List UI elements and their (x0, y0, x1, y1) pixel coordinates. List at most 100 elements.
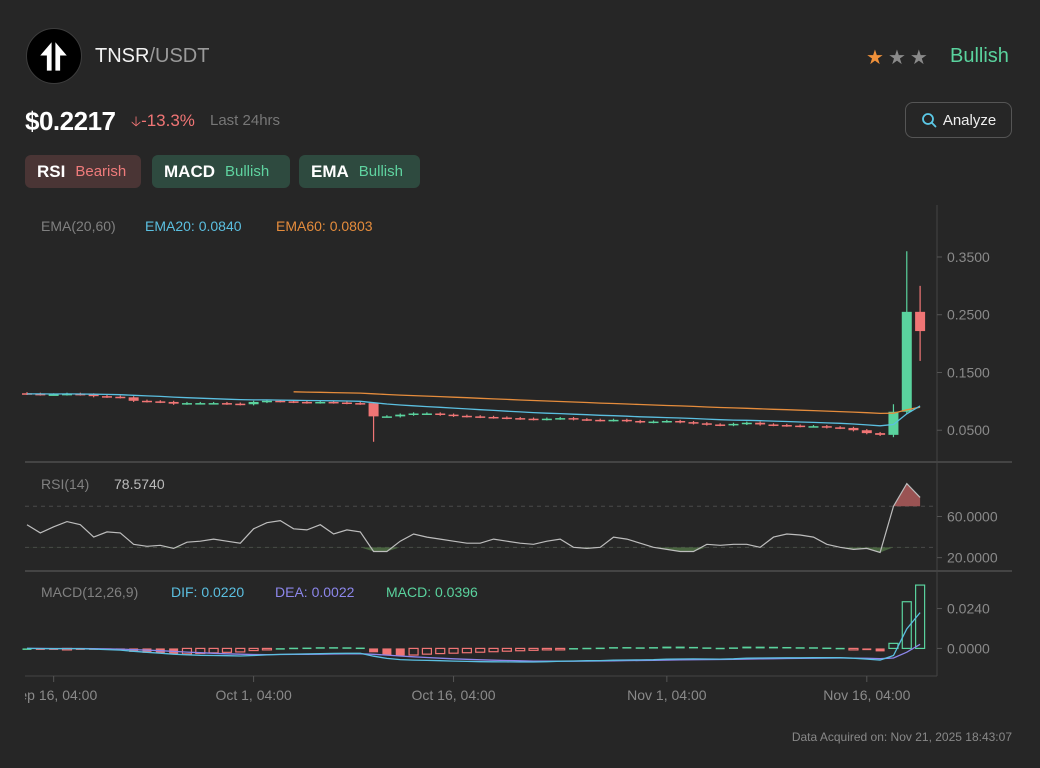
badge-status: Bullish (225, 163, 270, 180)
candle-body (835, 427, 846, 429)
candle-body (715, 424, 726, 426)
macd-histogram-bar (289, 647, 299, 650)
x-axis-tick-label: Nov 16, 04:00 (823, 687, 910, 703)
candle-body (475, 416, 486, 418)
macd-histogram-bar (768, 646, 778, 649)
macd-histogram-bar (528, 647, 539, 651)
macd-histogram-bar (795, 647, 805, 649)
quote-symbol: /USDT (149, 45, 210, 67)
macd-histogram-bar (275, 648, 285, 650)
candle-body (515, 418, 526, 420)
ema20-value: EMA20: 0.0840 (145, 218, 242, 234)
candle-body (848, 427, 859, 431)
macd-histogram-bar (329, 647, 339, 649)
macd-histogram-bar (195, 647, 206, 655)
candle-body (781, 425, 792, 427)
macd-histogram-bar (755, 646, 765, 649)
macd-histogram-bar (501, 647, 512, 652)
star-empty-icon: ★ (909, 47, 932, 69)
candle-body (688, 422, 699, 424)
macd-histogram-bar (22, 648, 32, 650)
macd-histogram-bar (675, 646, 685, 649)
candle-body (168, 401, 179, 404)
x-axis-tick-label: Oct 16, 04:00 (412, 687, 496, 703)
candle-body (541, 418, 552, 421)
search-icon (921, 113, 937, 128)
candle-body (608, 419, 619, 422)
trading-pair: TNSR/USDT (95, 45, 209, 68)
macd-histogram-bar (822, 647, 832, 650)
macd-histogram-bar (515, 647, 526, 652)
macd-histogram-bar (742, 646, 752, 649)
analyze-label: Analyze (942, 111, 997, 129)
candle-body (61, 393, 72, 396)
candle-body (248, 401, 259, 405)
macd-histogram-bar (448, 647, 459, 654)
macd-histogram-bar (901, 601, 912, 650)
badge-rsi: RSI Bearish (25, 155, 141, 188)
candle-body (501, 417, 512, 420)
candle-body (115, 396, 126, 399)
candle-body (888, 411, 899, 435)
macd-histogram-bar (355, 647, 365, 650)
badge-ema: EMA Bullish (299, 155, 420, 188)
price-axis-tick-label: 0.1500 (947, 364, 990, 380)
macd-axis-tick-label: 0.0240 (947, 601, 990, 617)
candle-body (315, 401, 326, 404)
macd-histogram-bar (595, 647, 605, 650)
macd-histogram-bar (248, 647, 259, 652)
candle-body (915, 311, 926, 332)
macd-value: MACD: 0.0396 (386, 584, 478, 600)
candle-body (355, 403, 366, 405)
analyze-button[interactable]: Analyze (905, 102, 1012, 138)
candle-body (128, 397, 139, 401)
candle-body (48, 394, 59, 396)
price-axis-tick-label: 0.2500 (947, 307, 990, 323)
macd-histogram-bar (475, 647, 486, 653)
macd-histogram-bar (635, 647, 645, 649)
macd-histogram-bar (382, 648, 392, 656)
macd-histogram-bar (848, 647, 859, 651)
ema60-line (293, 391, 921, 415)
rsi-oversold-fill (27, 547, 921, 553)
candle-body (635, 420, 646, 423)
macd-histogram-bar (541, 647, 552, 651)
macd-histogram-bar (808, 647, 818, 649)
macd-histogram-bar (649, 647, 659, 649)
candle-body (568, 418, 579, 420)
macd-histogram-bar (862, 648, 872, 651)
candle-body (288, 401, 299, 403)
candle-body (435, 413, 446, 415)
candle-body (208, 403, 219, 405)
candle-body (755, 422, 766, 425)
rsi-overbought-fill (27, 483, 921, 507)
macd-histogram-bar (662, 646, 672, 649)
tensor-arrows-icon (40, 42, 67, 71)
macd-histogram-bar (555, 647, 566, 651)
macd-histogram-bar (369, 648, 379, 653)
macd-histogram-bar (461, 647, 472, 654)
candle-body (195, 403, 206, 405)
candle-body (101, 396, 112, 398)
candle-body (141, 400, 152, 403)
rsi-axis-tick-label: 60.0000 (947, 508, 998, 524)
tnsr-logo (26, 28, 82, 84)
macd-histogram-bar (915, 584, 926, 650)
candle-body (341, 402, 352, 405)
macd-histogram-bar (315, 647, 325, 649)
candle-body (181, 403, 192, 405)
candle-body (235, 403, 246, 406)
ema-label: EMA(20,60) (41, 218, 116, 234)
candle-body (381, 416, 392, 418)
macd-histogram-bar (582, 647, 592, 650)
candle-body (821, 426, 832, 428)
change-value: -13.3% (141, 111, 195, 130)
candle-body (648, 421, 659, 424)
star-empty-icon: ★ (887, 47, 910, 69)
x-axis-tick-label: Nov 1, 04:00 (627, 687, 707, 703)
rsi-line (26, 482, 921, 554)
candle-body (661, 420, 672, 423)
candle-body (88, 394, 99, 397)
macd-label: MACD(12,26,9) (41, 584, 139, 600)
